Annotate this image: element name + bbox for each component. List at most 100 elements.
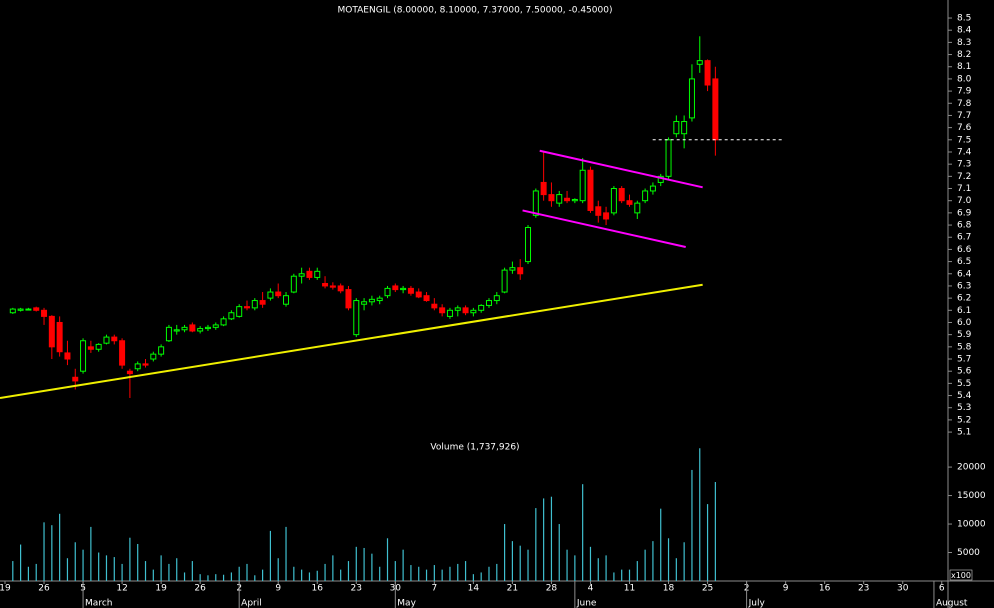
candle-body — [712, 78, 719, 141]
candle-body — [400, 287, 407, 291]
y-tick-label: 8.0 — [957, 74, 972, 84]
y-tick-label: 7.7 — [957, 111, 971, 121]
candle-body — [322, 283, 329, 287]
candle-body — [485, 300, 492, 306]
y-tick-label: 6.4 — [957, 269, 972, 279]
candle-body — [80, 340, 87, 372]
candle-body — [665, 139, 672, 177]
x-tick-label: 11 — [624, 584, 635, 594]
x-tick-label: 4 — [588, 584, 594, 594]
candle-body — [142, 363, 149, 366]
candle-body — [64, 352, 71, 360]
y-tick-label: 8.4 — [957, 26, 972, 36]
y-tick-label: 6.5 — [957, 257, 971, 267]
x-tick-label: 6 — [939, 584, 945, 594]
candle-body — [243, 306, 250, 309]
y-tick-label: 7.2 — [957, 172, 971, 182]
candle-body — [267, 291, 274, 299]
candle-body — [564, 197, 571, 202]
x-tick-label: 7 — [431, 584, 437, 594]
x-tick-label: 30 — [897, 584, 909, 594]
candle-body — [634, 202, 641, 214]
candle-body — [579, 169, 586, 202]
candle-body — [298, 273, 305, 277]
trend-line — [0, 283, 703, 399]
candle-body — [517, 267, 524, 275]
candle-body — [25, 308, 32, 311]
month-label: April — [241, 599, 262, 608]
candle-body — [462, 307, 469, 314]
candle-body — [87, 346, 94, 350]
candle-body — [345, 289, 352, 309]
candle-body — [571, 198, 578, 202]
y-tick-label: 5.2 — [957, 415, 971, 425]
candle-body — [48, 315, 55, 348]
y-tick-label: 6.7 — [957, 233, 971, 243]
x-tick-label: 26 — [38, 584, 50, 594]
candle-body — [704, 60, 711, 86]
candle-body — [493, 295, 500, 302]
candle-body — [454, 307, 461, 311]
y-tick-label: 8.3 — [957, 38, 971, 48]
candle-body — [642, 190, 649, 202]
y-tick-label: 7.6 — [957, 123, 972, 133]
x-tick-label: 16 — [312, 584, 324, 594]
x-tick-label: 16 — [819, 584, 831, 594]
candle-body — [103, 336, 110, 344]
candle-body — [119, 340, 126, 366]
candle-body — [134, 363, 141, 370]
candle-body — [236, 306, 243, 317]
y-tick-label: 5.7 — [957, 355, 971, 365]
candle-body — [431, 303, 438, 309]
x-tick-label: 9 — [275, 584, 281, 594]
candle-body — [17, 308, 24, 311]
candle-body — [509, 267, 516, 271]
candle-body — [587, 169, 594, 211]
y-tick-label: 7.4 — [957, 147, 972, 157]
y-tick-label: 8.5 — [957, 14, 971, 24]
candle-body — [212, 324, 219, 328]
month-label: August — [936, 599, 968, 608]
candle-body — [189, 324, 196, 332]
candle-body — [384, 287, 391, 297]
candle-body — [95, 343, 102, 350]
candle-body — [407, 287, 414, 294]
month-label: May — [397, 599, 416, 608]
candle-body — [532, 190, 539, 216]
x-tick-label: 28 — [546, 584, 558, 594]
candle-body — [228, 312, 235, 320]
month-label: July — [748, 599, 766, 608]
candle-body — [610, 188, 617, 214]
candle-body — [275, 291, 282, 297]
y-tick-label: 7.1 — [957, 184, 971, 194]
x-tick-label: 9 — [783, 584, 789, 594]
candle-body — [681, 121, 688, 135]
y-tick-label: 6.3 — [957, 281, 971, 291]
y-tick-label: 5.8 — [957, 342, 972, 352]
month-label: June — [576, 599, 597, 608]
volume-y-tick-label: 5000 — [957, 548, 980, 558]
y-tick-label: 8.1 — [957, 62, 971, 72]
candle-body — [392, 285, 399, 291]
candle-body — [173, 329, 180, 332]
volume-y-tick-label: 15000 — [957, 491, 986, 501]
candle-body — [251, 300, 258, 309]
candle-body — [595, 206, 602, 216]
candle-body — [337, 285, 344, 292]
candle-body — [525, 226, 532, 263]
candle-body — [501, 269, 508, 293]
x-tick-label: 19 — [155, 584, 167, 594]
candle-body — [197, 328, 204, 332]
y-tick-label: 5.5 — [957, 379, 971, 389]
x-tick-label: 25 — [702, 584, 713, 594]
candle-body — [181, 326, 188, 331]
y-tick-label: 5.9 — [957, 330, 972, 340]
candle-body — [446, 309, 453, 317]
candle-body — [361, 301, 368, 305]
y-tick-label: 7.3 — [957, 160, 971, 170]
candle-body — [290, 275, 297, 293]
candle-body — [470, 309, 477, 314]
x-tick-label: 23 — [351, 584, 362, 594]
unit-box — [949, 569, 973, 581]
y-tick-label: 6.6 — [957, 245, 972, 255]
